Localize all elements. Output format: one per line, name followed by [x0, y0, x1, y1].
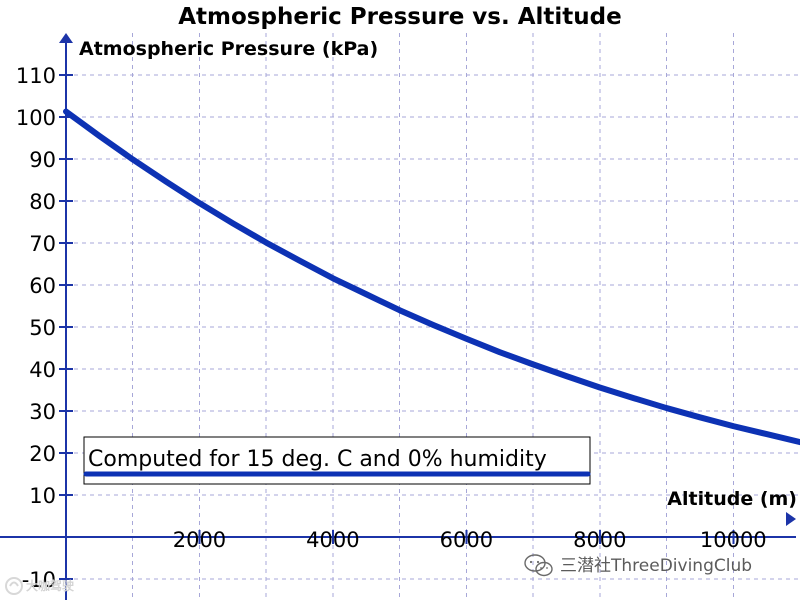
grid-layer — [66, 33, 800, 600]
data-point — [130, 157, 135, 162]
data-point — [397, 308, 402, 313]
data-point — [530, 362, 536, 367]
data-point — [697, 415, 703, 420]
y-tick-label: -10 — [22, 568, 56, 592]
x-tick-label: 4000 — [306, 528, 359, 552]
y-tick-label: 20 — [29, 442, 56, 466]
y-axis-arrowhead — [59, 33, 73, 43]
watermark-main-text: 三潜社ThreeDivingClub — [560, 556, 752, 576]
data-point — [364, 292, 369, 297]
annotation-text: Computed for 15 deg. C and 0% humidity — [88, 447, 547, 472]
y-tick-label: 90 — [29, 148, 56, 172]
y-tick-label: 70 — [29, 232, 56, 256]
y-axis-title: Atmospheric Pressure (kPa) — [79, 38, 378, 60]
wechat-icon — [524, 554, 553, 577]
data-point — [764, 431, 769, 437]
y-tick-label: 40 — [29, 358, 56, 382]
data-point — [330, 276, 336, 281]
y-tick-label: 60 — [29, 274, 56, 298]
y-tick-label: 30 — [29, 400, 56, 424]
data-point — [564, 373, 569, 379]
pressure-curve — [63, 108, 800, 446]
y-tick-label: 100 — [16, 106, 56, 130]
data-point — [263, 240, 269, 245]
data-point — [297, 258, 302, 263]
data-point — [230, 221, 236, 226]
data-point — [497, 350, 502, 355]
y-tick-label: 110 — [16, 64, 56, 88]
data-point — [97, 133, 102, 139]
x-axis-title: Altitude (m) — [667, 488, 797, 510]
tick-label-layer: 2000 4000 6000 8000 10000 -10 10 20 30 40 50 60 70 80… — [16, 64, 767, 592]
data-point — [664, 405, 669, 411]
x-axis-arrowhead — [786, 512, 796, 526]
data-point — [464, 336, 469, 341]
data-point — [797, 439, 800, 445]
chart-title: Atmospheric Pressure vs. Altitude — [178, 4, 621, 30]
series-layer — [63, 108, 800, 446]
watermark: 三潜社ThreeDivingClub 大咖驾驶 — [5, 554, 752, 595]
data-point — [163, 179, 169, 184]
y-tick-label: 80 — [29, 190, 56, 214]
corner-watermark-text: 大咖驾驶 — [26, 578, 74, 593]
data-point — [630, 395, 636, 401]
y-tick-label: 50 — [29, 316, 56, 340]
data-point — [731, 423, 736, 429]
x-tick-label: 6000 — [440, 528, 493, 552]
data-point — [197, 200, 202, 206]
x-tick-label: 8000 — [573, 528, 626, 552]
y-tick-label: 10 — [29, 484, 56, 508]
x-tick-label: 2000 — [173, 528, 226, 552]
data-point — [63, 109, 69, 114]
data-point — [597, 385, 603, 390]
annotation-box: Computed for 15 deg. C and 0% humidity — [83, 436, 591, 485]
data-point — [430, 322, 436, 328]
corner-watermark-icon — [5, 577, 23, 595]
axis-layer — [0, 33, 796, 600]
x-tick-label: 10000 — [700, 528, 767, 552]
